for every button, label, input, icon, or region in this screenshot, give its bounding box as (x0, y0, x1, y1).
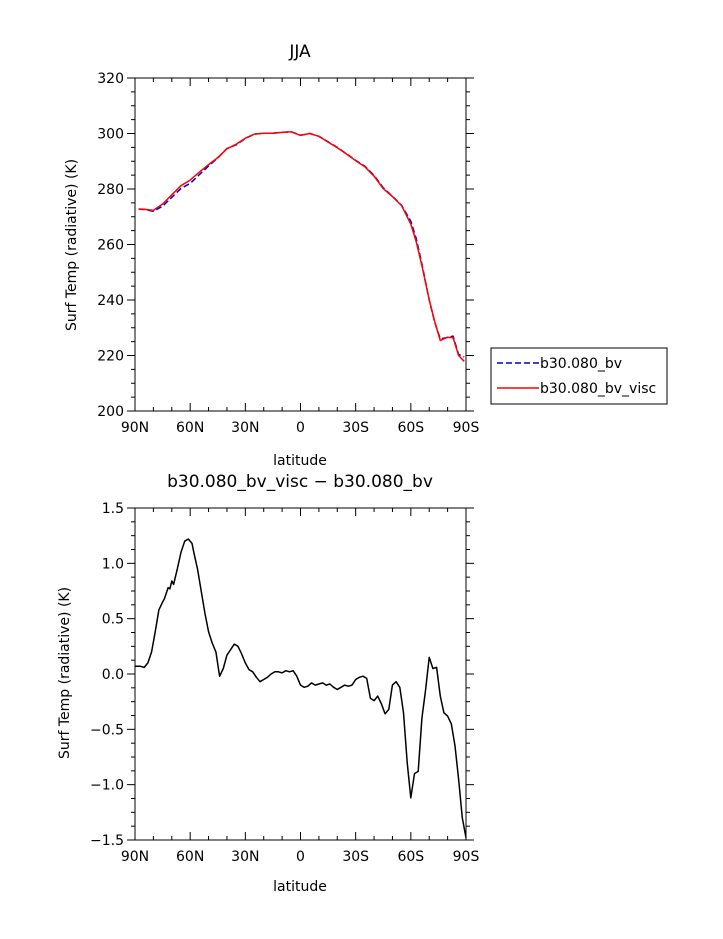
bottom-panel-title: b30.080_bv_visc − b30.080_bv (167, 472, 433, 492)
bottom-panel-y-tick-label: −0.5 (90, 722, 124, 738)
top-panel-x-tick-label: 90N (121, 420, 149, 436)
top-panel-x-tick-label: 30S (342, 420, 369, 436)
top-panel-y-tick-label: 220 (97, 349, 124, 365)
bottom-panel-x-tick-label: 90N (121, 849, 149, 865)
top-panel-x-axis-label: latitude (273, 453, 327, 469)
bottom-panel-series-line-1 (135, 538, 467, 838)
bottom-panel-y-tick-label: 1.5 (102, 501, 124, 517)
bottom-panel-y-axis-label: Surf Temp (radiative) (K) (57, 587, 73, 759)
bottom-panel-y-tick-label: −1.0 (90, 778, 124, 794)
legend-label-2: b30.080_bv_visc (540, 381, 656, 397)
top-panel-x-tick-label: 0 (296, 420, 305, 436)
top-panel-y-tick-label: 280 (97, 182, 124, 198)
bottom-panel-x-tick-label: 30S (342, 849, 369, 865)
bottom-panel-x-tick-label: 0 (296, 849, 305, 865)
top-panel-y-tick-label: 300 (97, 127, 124, 143)
bottom-panel-frame (134, 507, 467, 841)
bottom-panel-x-tick-label: 60S (397, 849, 424, 865)
top-panel-x-tick-label: 90S (453, 420, 480, 436)
top-panel-title: JJA (288, 42, 311, 62)
legend-box (490, 347, 668, 405)
bottom-panel-x-tick-label: 60N (176, 849, 204, 865)
bottom-panel-x-axis-label: latitude (273, 879, 327, 895)
top-panel-y-tick-label: 320 (97, 71, 124, 87)
top-panel-x-tick-label: 60N (176, 420, 204, 436)
bottom-panel-y-tick-label: 1.0 (102, 556, 124, 572)
top-panel-x-tick-label: 60S (397, 420, 424, 436)
top-panel-y-tick-label: 240 (97, 293, 124, 309)
top-panel-series-line-2 (138, 131, 465, 362)
bottom-panel-y-tick-label: −1.5 (90, 833, 124, 849)
legend-label-1: b30.080_bv (540, 356, 622, 372)
bottom-panel-x-tick-label: 30N (231, 849, 259, 865)
top-panel-series-line-1 (138, 131, 465, 358)
top-panel-y-tick-label: 200 (97, 404, 124, 420)
top-panel-y-axis-label: Surf Temp (radiative) (K) (64, 159, 80, 331)
top-panel: JJA latitude Surf Temp (radiative) (K) 9… (64, 42, 479, 469)
top-panel-y-tick-label: 260 (97, 238, 124, 254)
bottom-panel-y-tick-label: 0.5 (102, 612, 124, 628)
top-panel-x-tick-label: 30N (231, 420, 259, 436)
bottom-panel: b30.080_bv_visc − b30.080_bv latitude Su… (57, 472, 479, 895)
legend: b30.080_bv b30.080_bv_visc (490, 347, 668, 405)
bottom-panel-x-tick-label: 90S (453, 849, 480, 865)
bottom-panel-y-tick-label: 0.0 (102, 667, 124, 683)
